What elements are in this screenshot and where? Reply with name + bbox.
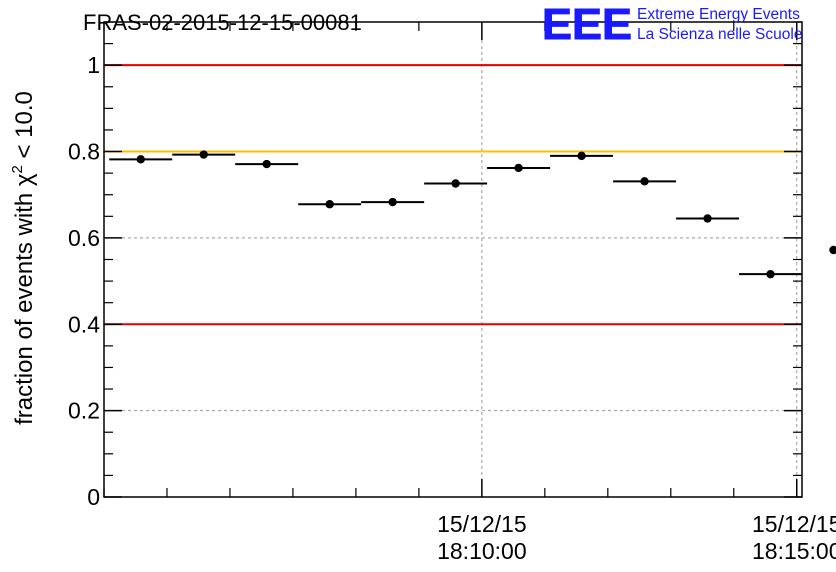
- y-tick-label-3: 0.6: [68, 225, 100, 251]
- data-point-9: [703, 214, 712, 223]
- data-point-6: [514, 163, 523, 173]
- x-tick-label-date-0: 15/12/15: [437, 511, 527, 537]
- y-tick-label-4: 0.8: [68, 139, 100, 165]
- y-tick-label-2: 0.4: [68, 311, 100, 337]
- x-tick-label-time-0: 18:10:00: [437, 538, 527, 564]
- plot-area: [104, 22, 802, 497]
- y-axis-label-superscript: 2: [9, 165, 26, 173]
- data-points: [109, 150, 836, 279]
- logo-line1: Extreme Energy Events: [637, 6, 800, 23]
- data-point-8: [640, 177, 649, 186]
- data-point-5: [451, 179, 460, 188]
- x-tick-label-time-1: 18:15:00: [752, 538, 836, 564]
- y-axis-label-symbol: χ: [11, 173, 38, 186]
- logo-mark: EEE: [542, 0, 632, 49]
- data-point-7: [577, 151, 586, 161]
- y-tick-label-5: 1: [87, 52, 100, 78]
- y-axis-label: fraction of events with χ2 < 10.0: [9, 91, 38, 425]
- chart-title: FRAS-02-2015-12-15-00081: [83, 10, 362, 35]
- data-point-0: [136, 155, 145, 164]
- y-tick-label-1: 0.2: [68, 398, 100, 424]
- data-point-1: [199, 150, 208, 159]
- logo-line2: La Scienza nelle Scuole: [637, 26, 802, 43]
- data-point-10: [766, 269, 775, 279]
- eee-logo: EEE Extreme Energy Events La Scienza nel…: [542, 0, 803, 50]
- reference-lines: [104, 64, 802, 326]
- y-tick-label-0: 0: [87, 484, 100, 510]
- y-axis: 0 0.2 0.4 0.6 0.8 1: [68, 21, 802, 510]
- data-point-2: [262, 159, 271, 169]
- y-axis-label-suffix: < 10.0: [11, 91, 38, 165]
- data-point-4: [388, 197, 397, 207]
- data-point-3: [325, 200, 334, 209]
- y-axis-label-prefix: fraction of events with: [11, 186, 38, 425]
- x-tick-label-date-1: 15/12/15: [752, 511, 836, 537]
- data-point-11: [829, 245, 836, 255]
